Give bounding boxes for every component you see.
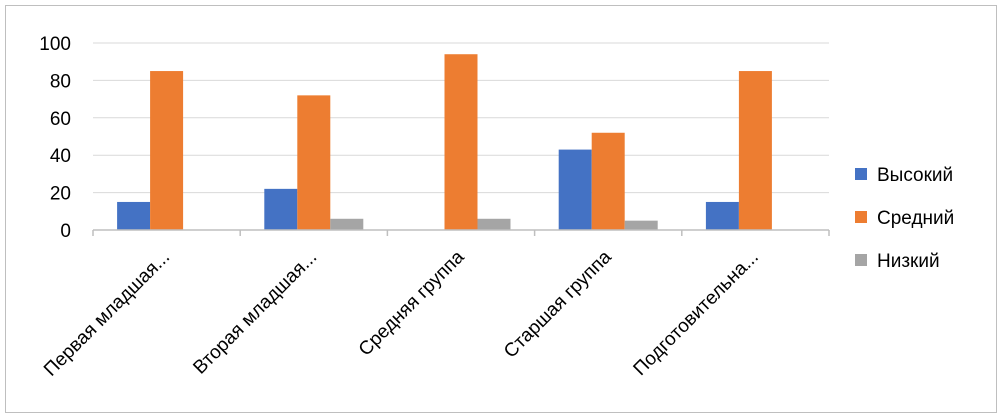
y-tick-label: 100 bbox=[39, 34, 71, 55]
legend-swatch bbox=[855, 168, 867, 180]
bar-2-2 bbox=[297, 95, 331, 230]
bar-1-1 bbox=[117, 201, 151, 230]
bar-2-4 bbox=[591, 132, 625, 230]
bar-1-4 bbox=[558, 149, 592, 230]
bars bbox=[117, 54, 772, 230]
y-tick-label: 60 bbox=[50, 109, 71, 130]
x-tick-label: Подготовительна... bbox=[630, 247, 763, 380]
bar-3-4 bbox=[624, 220, 658, 230]
x-tick-label: Первая младшая... bbox=[40, 247, 174, 381]
x-axis bbox=[92, 229, 830, 236]
bar-2-1 bbox=[150, 71, 184, 230]
legend-swatch bbox=[855, 254, 867, 266]
x-tick-label: Вторая младшая... bbox=[189, 247, 321, 379]
legend-label: Средний bbox=[877, 208, 954, 229]
bar-2-5 bbox=[738, 71, 772, 230]
legend-label: Низкий bbox=[877, 251, 940, 272]
bar-3-2 bbox=[330, 218, 364, 230]
bar-2-3 bbox=[444, 54, 478, 230]
bar-1-2 bbox=[264, 188, 298, 230]
legend: Высокий Средний Низкий bbox=[855, 165, 954, 272]
legend-label: Высокий bbox=[877, 165, 953, 186]
legend-swatch bbox=[855, 211, 867, 223]
y-tick-label: 20 bbox=[50, 184, 71, 205]
y-tick-label: 0 bbox=[60, 221, 71, 242]
y-tick-label: 80 bbox=[50, 71, 71, 92]
y-tick-labels: 0 20 40 60 80 100 bbox=[39, 34, 71, 242]
x-tick-label: Старшая группа bbox=[500, 246, 616, 362]
x-tick-label: Средняя группа bbox=[355, 246, 469, 360]
y-tick-label: 40 bbox=[50, 146, 71, 167]
x-tick-labels: Первая младшая... Вторая младшая... Средня… bbox=[40, 246, 763, 380]
bar-1-5 bbox=[705, 201, 739, 230]
bar-3-3 bbox=[477, 218, 511, 230]
